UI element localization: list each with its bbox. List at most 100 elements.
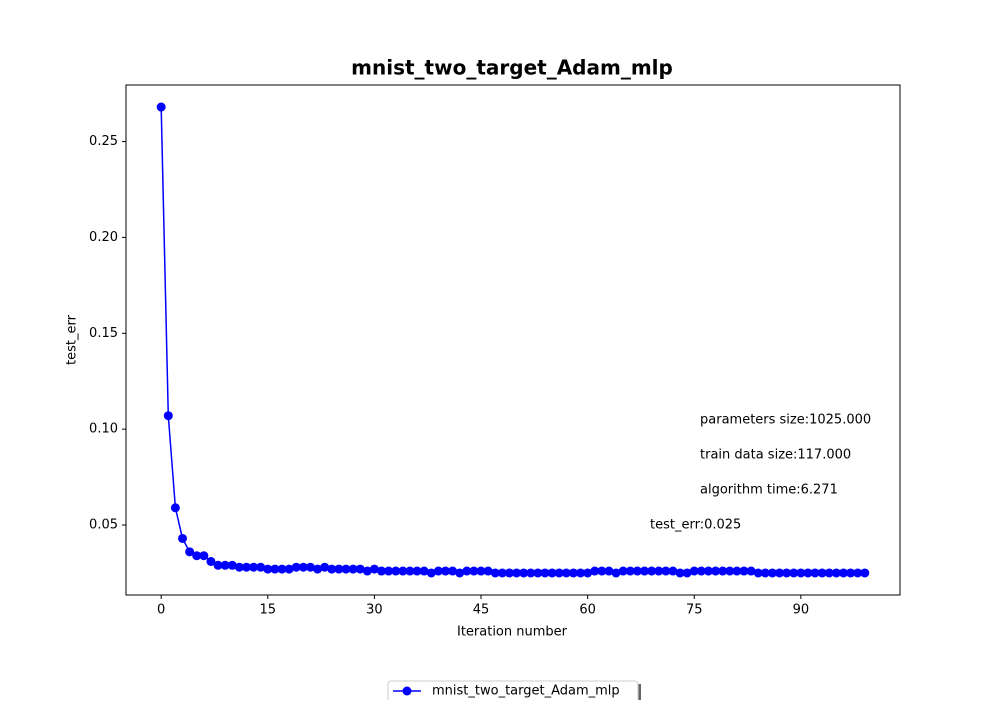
marker [377, 566, 387, 576]
marker [334, 564, 344, 574]
marker [234, 562, 244, 572]
marker [703, 566, 713, 576]
marker [263, 564, 273, 574]
marker [178, 533, 188, 543]
marker [668, 566, 678, 576]
marker [789, 568, 799, 578]
marker [362, 566, 372, 576]
marker [526, 568, 536, 578]
marker [760, 568, 770, 578]
marker [241, 562, 251, 572]
marker [753, 568, 763, 578]
marker [718, 566, 728, 576]
marker [661, 566, 671, 576]
marker [412, 566, 422, 576]
marker [810, 568, 820, 578]
annotation: train data size:117.000 [700, 448, 851, 463]
x-tick-label: 30 [366, 603, 383, 618]
marker [185, 547, 195, 557]
marker [782, 568, 792, 578]
legend-label: mnist_two_target_Adam_mlp [432, 684, 620, 699]
marker [732, 566, 742, 576]
marker [739, 566, 749, 576]
x-tick-label: 45 [473, 603, 490, 618]
marker [405, 566, 415, 576]
marker [291, 562, 301, 572]
x-tick-label: 0 [157, 603, 165, 618]
marker [213, 560, 223, 570]
x-tick-label: 90 [793, 603, 810, 618]
legend-box [387, 680, 639, 704]
marker [696, 566, 706, 576]
marker [426, 568, 436, 578]
marker [163, 411, 173, 421]
marker [199, 551, 209, 561]
marker [625, 566, 635, 576]
marker [853, 568, 863, 578]
marker [355, 564, 365, 574]
marker [469, 566, 479, 576]
marker [348, 564, 358, 574]
marker [341, 564, 351, 574]
plot-frame [125, 84, 901, 596]
marker [547, 568, 557, 578]
marker [398, 566, 408, 576]
marker [775, 568, 785, 578]
marker [284, 564, 294, 574]
marker [440, 566, 450, 576]
marker [227, 560, 237, 570]
marker [540, 568, 550, 578]
marker [604, 566, 614, 576]
marker [647, 566, 657, 576]
y-tick-label: 0.05 [89, 518, 118, 533]
marker [249, 562, 259, 572]
marker [497, 568, 507, 578]
marker [597, 566, 607, 576]
marker [448, 566, 458, 576]
marker [554, 568, 564, 578]
marker [632, 566, 642, 576]
marker [796, 568, 806, 578]
marker [490, 568, 500, 578]
marker [576, 568, 586, 578]
marker [654, 566, 664, 576]
marker [476, 566, 486, 576]
marker [846, 568, 856, 578]
y-tick-label: 0.20 [89, 230, 118, 245]
y-tick-label: 0.10 [89, 422, 118, 437]
marker [746, 566, 756, 576]
marker [327, 564, 337, 574]
marker [433, 566, 443, 576]
annotation: algorithm time:6.271 [700, 483, 838, 498]
x-tick-label: 15 [260, 603, 277, 618]
marker [270, 564, 280, 574]
marker [313, 564, 323, 574]
marker [519, 568, 529, 578]
marker [817, 568, 827, 578]
marker [639, 566, 649, 576]
marker [305, 562, 315, 572]
x-axis-label: Iteration number [457, 625, 568, 640]
marker [298, 562, 308, 572]
marker [618, 566, 628, 576]
marker [256, 562, 266, 572]
marker [533, 568, 543, 578]
marker [206, 556, 216, 566]
marker [803, 568, 813, 578]
marker [455, 568, 465, 578]
marker [504, 568, 514, 578]
y-axis-label: test_err [65, 314, 80, 365]
marker [838, 568, 848, 578]
marker [860, 568, 870, 578]
marker [192, 551, 202, 561]
marker [583, 568, 593, 578]
marker [512, 568, 522, 578]
marker [689, 566, 699, 576]
marker [725, 566, 735, 576]
marker [277, 564, 287, 574]
marker [170, 503, 180, 513]
line [160, 107, 865, 574]
marker [767, 568, 777, 578]
marker [682, 568, 692, 578]
